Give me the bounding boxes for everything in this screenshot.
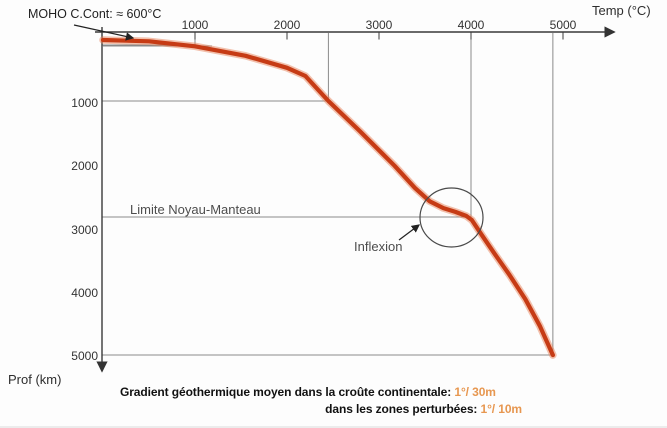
moho-annotation-arrow bbox=[73, 24, 135, 41]
caption-line1-value: 1°/ 30m bbox=[454, 385, 496, 399]
inflexion-annotation-arrow bbox=[398, 224, 421, 241]
inflexion-label: Inflexion bbox=[354, 239, 403, 254]
axes bbox=[95, 26, 616, 373]
geotherm-curve bbox=[100, 37, 555, 358]
y-tick-label: 2000 bbox=[71, 159, 98, 174]
y-tick-label: 5000 bbox=[71, 349, 98, 363]
inflexion-circle bbox=[419, 187, 484, 248]
caption: Gradient géothermique moyen dans la croû… bbox=[120, 384, 522, 418]
x-tick-label: 3000 bbox=[365, 18, 393, 32]
y-tick-label: 4000 bbox=[71, 285, 98, 300]
x-tick-label: 1000 bbox=[181, 18, 209, 32]
y-tick-label: 1000 bbox=[71, 96, 98, 111]
x-tick-label: 2000 bbox=[273, 18, 301, 32]
x-tick-marks bbox=[194, 32, 564, 40]
caption-line-continental: Gradient géothermique moyen dans la croû… bbox=[120, 384, 522, 401]
caption-line2-text: dans les zones perturbées: bbox=[325, 402, 478, 416]
core-mantle-boundary-label: Limite Noyau-Manteau bbox=[130, 202, 261, 217]
caption-line1-text: Gradient géothermique moyen dans la croû… bbox=[120, 385, 452, 399]
y-axis-title: Prof (km) bbox=[8, 372, 62, 387]
caption-line2-value: 1°/ 10m bbox=[480, 402, 523, 416]
x-tick-label: 5000 bbox=[549, 18, 577, 32]
x-axis-title: Temp (°C) bbox=[592, 3, 651, 18]
caption-line-perturbees: dans les zones perturbées: 1°/ 10m bbox=[120, 401, 522, 418]
reading-guide-lines bbox=[102, 33, 554, 356]
moho-annotation-label: MOHO C.Cont: ≈ 600°C bbox=[28, 7, 162, 21]
y-tick-label: 3000 bbox=[71, 222, 98, 237]
x-tick-label: 4000 bbox=[457, 18, 485, 32]
